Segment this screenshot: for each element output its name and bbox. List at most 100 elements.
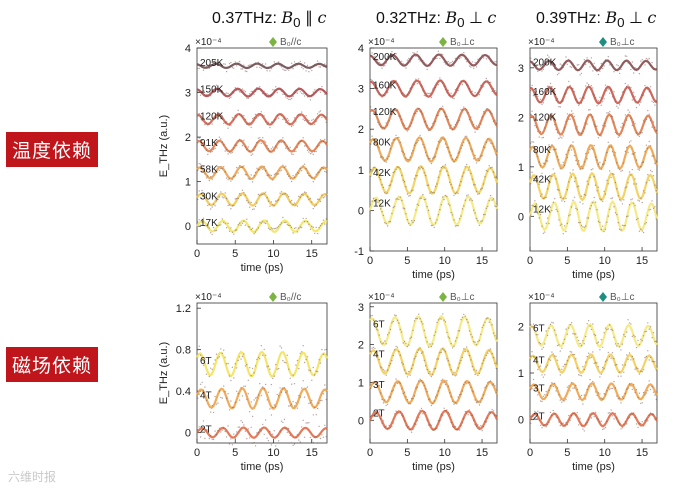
data-point xyxy=(306,220,309,223)
data-point xyxy=(606,90,608,92)
data-point xyxy=(241,222,244,224)
data-point xyxy=(293,92,296,94)
x-axis-label: time (ps) xyxy=(241,262,284,274)
data-point xyxy=(443,319,445,321)
data-point xyxy=(429,129,431,131)
data-point xyxy=(282,118,284,121)
data-point xyxy=(262,168,264,170)
data-point xyxy=(408,370,410,373)
data-point xyxy=(322,393,325,395)
data-point xyxy=(378,199,380,202)
data-point xyxy=(296,114,299,117)
data-point xyxy=(616,133,618,135)
data-point xyxy=(388,396,390,398)
data-point xyxy=(202,89,205,92)
data-point xyxy=(405,342,407,344)
data-point xyxy=(215,61,218,64)
data-point xyxy=(319,224,322,227)
data-point xyxy=(370,350,372,353)
data-point xyxy=(642,190,645,192)
data-point xyxy=(593,175,595,178)
data-point xyxy=(551,175,553,178)
data-point xyxy=(198,137,200,139)
data-point xyxy=(262,386,264,388)
data-point xyxy=(236,65,238,67)
data-point xyxy=(555,99,557,102)
data-point xyxy=(489,60,492,63)
data-point xyxy=(451,97,454,99)
data-point xyxy=(640,422,642,425)
data-point xyxy=(623,91,625,93)
data-point xyxy=(430,191,433,193)
data-point xyxy=(295,364,297,366)
data-point xyxy=(561,200,563,202)
data-point xyxy=(319,437,322,440)
data-point xyxy=(495,91,497,94)
data-point xyxy=(492,332,495,334)
data-point xyxy=(256,358,258,361)
data-point xyxy=(613,418,615,420)
data-point xyxy=(609,92,611,94)
data-point xyxy=(324,424,326,426)
data-point xyxy=(495,123,497,125)
data-point xyxy=(422,143,424,146)
data-point xyxy=(478,426,481,428)
data-point xyxy=(589,357,591,359)
data-point xyxy=(322,168,325,170)
data-point xyxy=(538,183,540,185)
data-point xyxy=(614,101,617,103)
data-point xyxy=(372,112,375,115)
data-point xyxy=(325,93,327,95)
data-point xyxy=(530,214,532,216)
data-point xyxy=(434,367,437,370)
data-point xyxy=(655,190,657,192)
data-point xyxy=(434,222,437,224)
series-label: 160K xyxy=(533,87,557,98)
data-point xyxy=(556,210,559,212)
data-point xyxy=(562,233,564,235)
data-point xyxy=(299,167,301,170)
data-point xyxy=(460,56,462,58)
data-point xyxy=(382,65,385,67)
data-point xyxy=(208,203,210,206)
data-point xyxy=(197,198,199,201)
data-point xyxy=(285,147,287,149)
data-point xyxy=(437,140,440,143)
series-line xyxy=(196,87,328,98)
data-point xyxy=(251,208,254,211)
data-point xyxy=(565,153,567,156)
data-point xyxy=(477,340,479,343)
data-point xyxy=(546,334,549,337)
data-point xyxy=(204,358,206,360)
data-point xyxy=(611,173,614,175)
data-point xyxy=(275,227,277,230)
data-point xyxy=(312,441,314,444)
data-point xyxy=(640,402,642,405)
data-point xyxy=(318,226,320,229)
data-point xyxy=(631,388,633,391)
data-point xyxy=(429,192,431,194)
data-point xyxy=(579,132,581,134)
data-point xyxy=(561,347,563,349)
data-point xyxy=(477,400,479,402)
data-point xyxy=(451,214,454,216)
data-point xyxy=(394,205,396,208)
data-point xyxy=(644,356,646,359)
data-point xyxy=(444,194,447,197)
data-point xyxy=(436,358,438,360)
data-point xyxy=(464,350,466,353)
data-point xyxy=(231,444,234,446)
data-point xyxy=(654,104,656,106)
data-point xyxy=(487,170,489,172)
relation-symbol: ∥ xyxy=(300,10,318,27)
data-point xyxy=(556,359,559,361)
y-tick-label: 0.8 xyxy=(176,345,191,357)
data-point xyxy=(409,194,411,197)
data-point xyxy=(492,356,495,359)
data-point xyxy=(396,59,399,61)
data-point xyxy=(542,197,545,200)
data-point xyxy=(389,148,392,150)
x-tick-label: 10 xyxy=(439,447,451,459)
data-point xyxy=(263,65,265,67)
data-point xyxy=(637,102,639,104)
